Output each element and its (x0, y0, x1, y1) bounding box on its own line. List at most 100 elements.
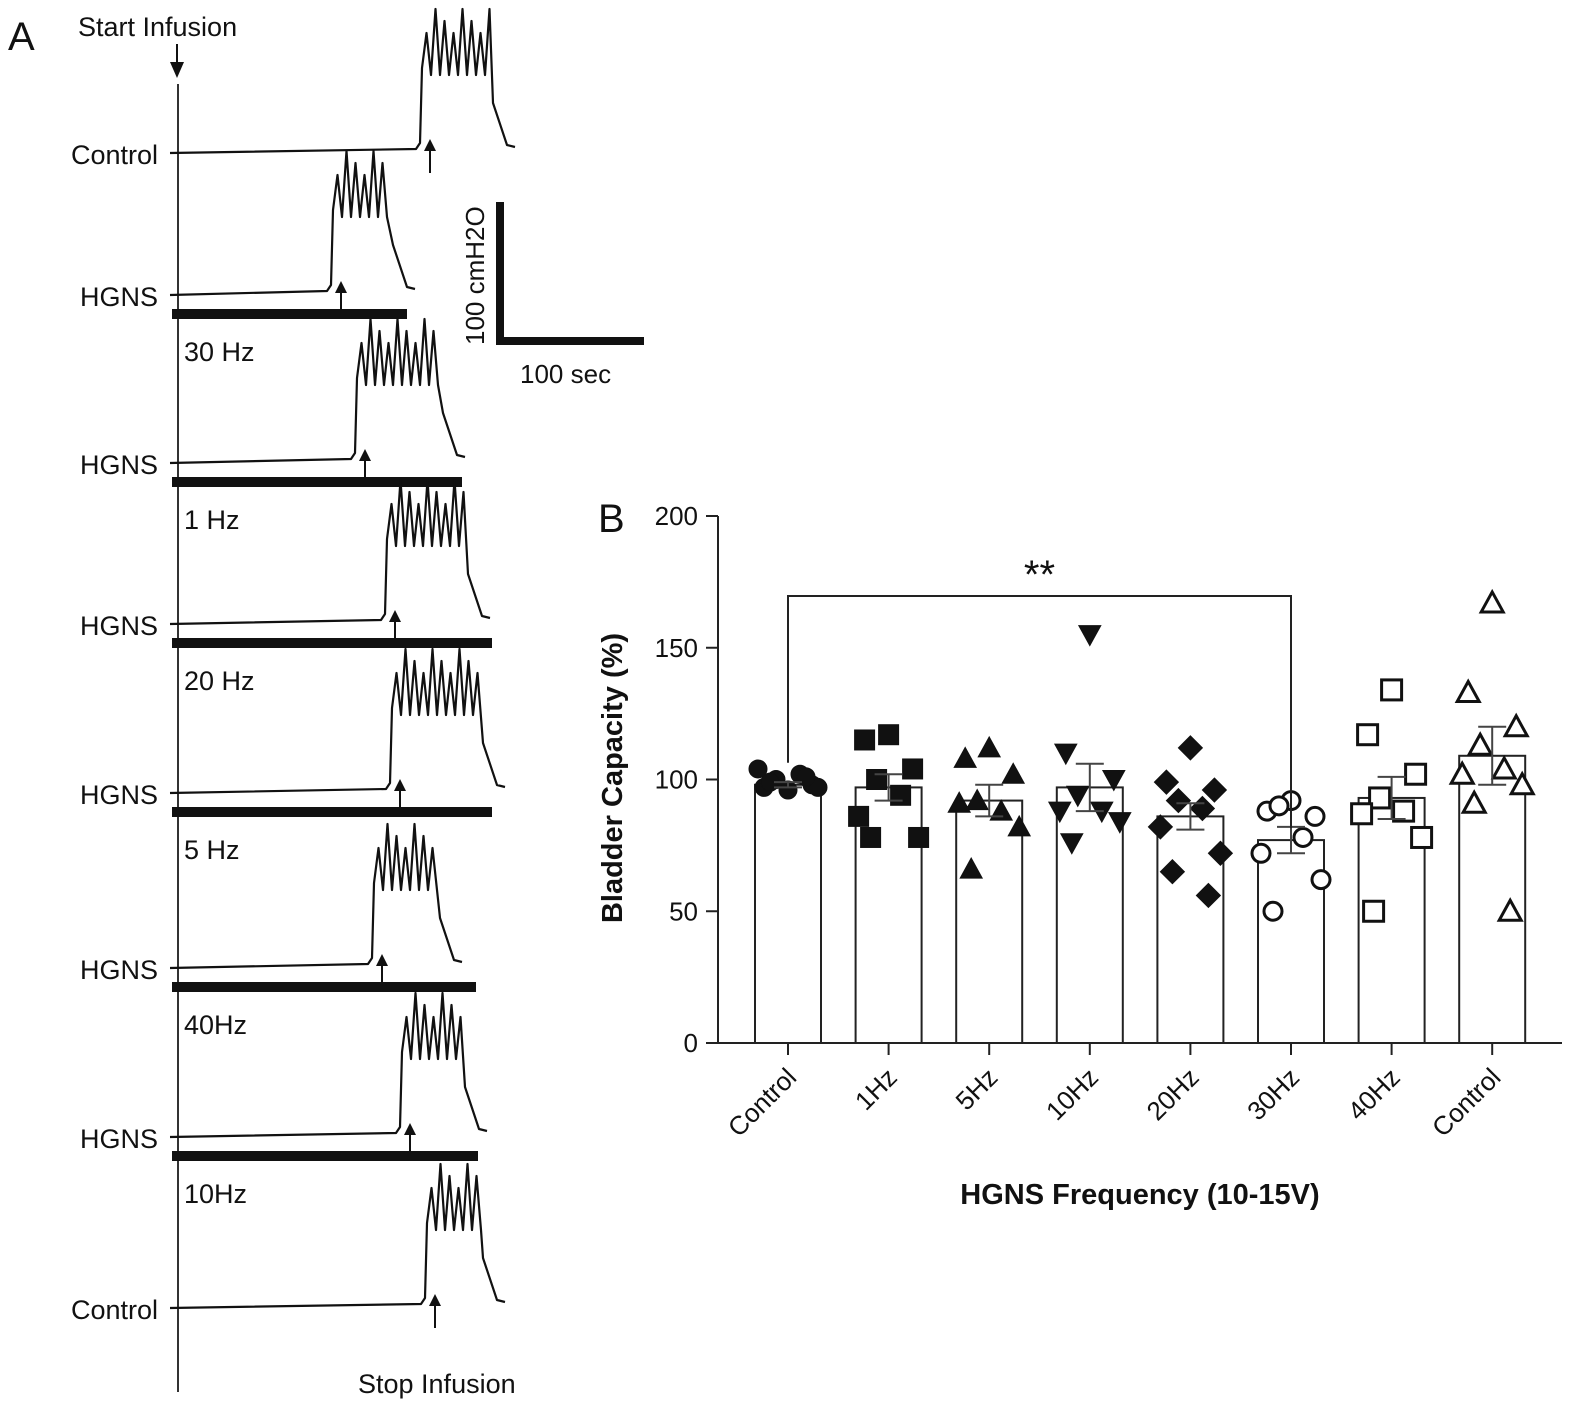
pressure-trace (169, 822, 463, 970)
data-point (1478, 588, 1506, 614)
data-point (1496, 897, 1524, 922)
void-arrowhead-icon (335, 281, 347, 293)
void-arrowhead-icon (424, 139, 436, 151)
void-arrowhead-icon (404, 1123, 416, 1135)
data-point (1177, 735, 1204, 761)
stimulation-frequency-label: 30 Hz (184, 337, 255, 367)
pressure-trace (169, 7, 516, 155)
trace-4: HGNS 5 Hz (80, 647, 506, 865)
data-point (965, 788, 990, 811)
data-point (1310, 869, 1332, 891)
data-point (748, 759, 768, 779)
void-arrowhead-icon (376, 954, 388, 966)
pressure-trace (169, 149, 416, 297)
data-point (1460, 789, 1488, 814)
y-tick-label: 100 (655, 765, 698, 795)
data-point (1077, 625, 1102, 647)
x-axis-label: HGNS Frequency (10-15V) (960, 1179, 1319, 1211)
scale-y-label: 100 cmH2O (460, 206, 490, 345)
significance-bracket: ** (787, 553, 1292, 829)
x-tick-label: 5Hz (950, 1062, 1004, 1116)
x-tick-label: 40Hz (1342, 1062, 1406, 1126)
stimulation-bar (172, 982, 476, 992)
stimulation-bar (172, 309, 407, 319)
stimulation-bar (172, 807, 492, 817)
chart-bars (754, 754, 1527, 1045)
data-point (1001, 762, 1026, 784)
data-point (1268, 795, 1290, 817)
pressure-trace (169, 1162, 506, 1310)
trace-label: HGNS (80, 955, 158, 985)
trace-1: HGNS 30 Hz (80, 149, 416, 367)
data-point (1466, 731, 1494, 756)
data-point (1368, 786, 1392, 810)
panel-a-letter: A (8, 15, 35, 59)
trace-label: HGNS (80, 1124, 158, 1154)
void-arrowhead-icon (429, 1294, 441, 1306)
pressure-trace (169, 647, 506, 795)
data-point (1147, 814, 1174, 840)
data-point (1059, 833, 1084, 855)
x-tick-label: 20Hz (1141, 1062, 1205, 1126)
data-point (1380, 678, 1404, 702)
data-point (1362, 899, 1386, 923)
trace-0: Control (71, 7, 516, 173)
data-point (1508, 770, 1536, 796)
data-point (1195, 882, 1222, 909)
data-point (878, 724, 900, 746)
data-point (902, 758, 924, 780)
stimulation-frequency-label: 5 Hz (184, 835, 240, 865)
x-tick-label: 10Hz (1040, 1062, 1104, 1126)
data-point (1448, 760, 1476, 785)
trace-label: HGNS (80, 450, 158, 480)
y-tick-label: 200 (655, 501, 698, 531)
data-point (854, 729, 876, 751)
bar-2 (955, 799, 1024, 1045)
data-point (1207, 840, 1234, 866)
stimulation-frequency-label: 1 Hz (184, 505, 240, 535)
data-point (1101, 770, 1126, 792)
data-point (947, 791, 972, 813)
void-arrowhead-icon (389, 610, 401, 622)
bar-0 (754, 783, 822, 1045)
data-point (1250, 842, 1272, 864)
void-arrowhead-icon (394, 779, 406, 791)
data-point (1454, 678, 1482, 704)
data-point (860, 826, 882, 848)
data-point (1262, 900, 1284, 922)
data-point (953, 746, 978, 768)
stimulation-frequency-label: 10Hz (184, 1179, 247, 1209)
data-point (1304, 805, 1326, 827)
bar-5 (1257, 839, 1325, 1044)
trace-5: HGNS 40Hz (80, 822, 476, 1040)
data-point (1153, 769, 1180, 795)
panel-b-letter: B (598, 497, 625, 541)
bar-3 (1055, 786, 1124, 1045)
data-point (778, 780, 798, 800)
trace-label: HGNS (80, 780, 158, 810)
data-point (890, 784, 912, 806)
trace-label: Control (71, 1295, 158, 1325)
data-point (977, 735, 1002, 758)
data-point (1107, 812, 1132, 834)
scale-x-label: 100 sec (520, 359, 611, 389)
stimulation-frequency-label: 40Hz (184, 1010, 247, 1040)
data-point (1159, 859, 1186, 885)
pressure-trace (169, 991, 488, 1139)
trace-3: HGNS 20 Hz (80, 478, 492, 696)
void-arrowhead-icon (359, 449, 371, 461)
y-tick-label: 150 (655, 633, 698, 663)
data-point (1490, 754, 1518, 780)
x-tick-label: Control (1426, 1062, 1506, 1142)
y-tick-label: 50 (669, 896, 698, 926)
stop-infusion-label: Stop Infusion (358, 1369, 516, 1399)
data-point (1410, 825, 1434, 849)
stimulation-bar (172, 477, 462, 487)
stimulation-frequency-label: 20 Hz (184, 666, 255, 696)
trace-label: HGNS (80, 282, 158, 312)
trace-7: Control (71, 1162, 506, 1328)
stimulation-bar (172, 638, 492, 648)
data-point (796, 767, 816, 787)
data-point (1404, 762, 1428, 786)
pressure-trace (169, 317, 466, 465)
